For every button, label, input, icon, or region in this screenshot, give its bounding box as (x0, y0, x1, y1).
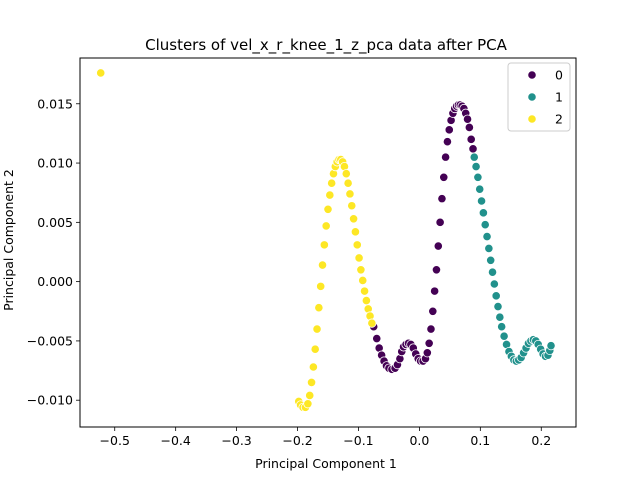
point-cluster-1-36 (546, 341, 556, 351)
legend-label-2: 2 (555, 112, 563, 127)
legend-label-0: 0 (555, 68, 563, 83)
point-cluster-1-2 (473, 172, 483, 182)
y-tick-label: −0.010 (27, 393, 73, 408)
point-cluster-2-28 (345, 189, 355, 199)
y-tick-label: 0.010 (37, 156, 73, 171)
point-cluster-2-32 (352, 240, 362, 250)
point-cluster-2-35 (358, 275, 368, 286)
plot-frame (79, 57, 577, 428)
legend-marker-2 (527, 114, 537, 124)
point-cluster-1-11 (489, 279, 499, 289)
point-cluster-2-9 (310, 344, 320, 354)
x-tick-label: −0.2 (282, 433, 312, 448)
point-cluster-1-5 (478, 208, 488, 218)
x-tick-label: 0.1 (470, 433, 490, 448)
point-cluster-2-5 (303, 399, 313, 409)
point-cluster-2-18 (327, 178, 337, 188)
point-cluster-1-7 (482, 231, 492, 242)
y-axis-title: Principal Component 2 (1, 169, 16, 311)
legend-marker-1 (527, 92, 537, 102)
point-cluster-2-26 (341, 169, 351, 179)
point-cluster-2-37 (361, 295, 371, 306)
point-cluster-1-1 (471, 162, 481, 172)
point-cluster-2-13 (317, 260, 328, 270)
point-cluster-2-34 (356, 265, 366, 275)
point-cluster-2-0 (96, 68, 106, 78)
point-cluster-2-8 (308, 362, 318, 372)
y-tick-label: −0.005 (27, 333, 73, 348)
point-cluster-2-16 (323, 204, 333, 214)
chart-title: Clusters of vel_x_r_knee_1_z_pca data af… (145, 36, 507, 55)
point-cluster-0-23 (424, 338, 434, 348)
x-tick-label: −0.5 (100, 433, 130, 448)
point-cluster-1-12 (491, 291, 501, 301)
point-cluster-0-28 (433, 241, 443, 251)
point-cluster-1-0 (469, 152, 479, 162)
point-cluster-0-22 (422, 348, 432, 358)
x-tick-label: 0.2 (531, 433, 551, 448)
point-cluster-2-7 (306, 377, 317, 388)
x-tick-label: 0.0 (409, 433, 429, 448)
point-cluster-1-6 (480, 220, 490, 230)
point-cluster-0-29 (435, 217, 445, 227)
point-cluster-2-29 (347, 201, 357, 211)
point-cluster-2-36 (359, 286, 370, 296)
point-cluster-2-31 (350, 227, 361, 237)
point-cluster-0-47 (468, 144, 478, 154)
point-cluster-2-17 (325, 190, 335, 200)
x-tick-label: −0.4 (160, 433, 190, 448)
point-cluster-0-24 (426, 324, 436, 334)
point-cluster-1-10 (487, 267, 498, 277)
point-cluster-0-26 (430, 286, 440, 296)
x-axis-title: Principal Component 1 (255, 456, 397, 471)
y-tick-label: 0.000 (37, 274, 73, 289)
point-cluster-0-44 (462, 114, 473, 124)
point-cluster-1-4 (476, 196, 487, 206)
legend-box (507, 62, 571, 132)
point-cluster-2-12 (316, 281, 326, 291)
point-cluster-0-33 (442, 137, 453, 147)
point-cluster-0-46 (466, 134, 476, 144)
points-layer (96, 68, 556, 412)
point-cluster-0-25 (428, 306, 438, 316)
point-cluster-0-31 (439, 172, 449, 182)
point-cluster-2-11 (314, 303, 324, 313)
point-cluster-0-34 (444, 125, 454, 135)
y-tick-label: 0.015 (37, 96, 73, 111)
point-cluster-1-14 (495, 312, 505, 322)
x-tick-label: −0.1 (343, 433, 373, 448)
point-cluster-2-6 (305, 390, 315, 401)
point-cluster-2-30 (348, 214, 359, 224)
point-cluster-1-9 (486, 255, 496, 265)
point-cluster-2-10 (312, 324, 322, 334)
point-cluster-0-1 (372, 333, 382, 344)
point-cluster-2-33 (354, 253, 364, 263)
point-cluster-0-27 (431, 265, 442, 275)
x-axis: −0.5 −0.4 −0.3 −0.2 −0.1 0.0 0.1 0.2 (100, 427, 551, 448)
y-axis: −0.010 −0.005 0.000 0.005 0.010 0.015 (27, 96, 80, 408)
point-cluster-2-27 (343, 178, 353, 188)
point-cluster-0-45 (464, 122, 474, 133)
point-cluster-2-15 (321, 221, 331, 231)
legend: 0 1 2 (507, 62, 571, 132)
point-cluster-1-8 (484, 243, 494, 254)
point-cluster-1-13 (493, 301, 503, 312)
legend-label-1: 1 (555, 90, 563, 105)
x-tick-label: −0.3 (221, 433, 251, 448)
point-cluster-2-40 (367, 318, 377, 328)
point-cluster-1-15 (497, 322, 507, 332)
point-cluster-2-14 (319, 240, 329, 250)
legend-marker-0 (527, 70, 537, 80)
point-cluster-1-3 (475, 184, 485, 194)
y-tick-label: 0.005 (37, 215, 73, 230)
point-cluster-0-32 (440, 152, 451, 162)
point-cluster-1-16 (499, 331, 509, 341)
point-cluster-0-30 (437, 194, 447, 204)
